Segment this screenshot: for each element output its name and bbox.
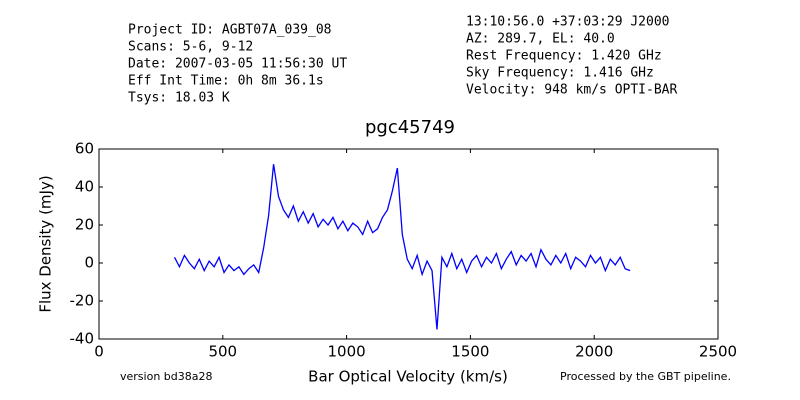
x-tick-label: 1500 bbox=[451, 343, 489, 361]
data-line bbox=[173, 164, 631, 330]
x-tick-label: 0 bbox=[94, 343, 104, 361]
y-axis-label: Flux Density (mJy) bbox=[37, 175, 55, 312]
x-tick-label: 1000 bbox=[328, 343, 366, 361]
x-tick-label: 500 bbox=[208, 343, 237, 361]
y-tick-label: 20 bbox=[75, 216, 94, 234]
y-tick-label: 0 bbox=[84, 254, 94, 272]
x-tick-label: 2000 bbox=[575, 343, 613, 361]
y-tick-label: 60 bbox=[75, 140, 94, 158]
x-tick-label: 2500 bbox=[699, 343, 737, 361]
chart-title: pgc45749 bbox=[365, 117, 455, 138]
y-tick-label: 40 bbox=[75, 178, 94, 196]
info-line: Velocity: 948 km/s OPTI-BAR bbox=[466, 83, 677, 98]
plot-frame bbox=[98, 148, 719, 340]
y-tick-label: -40 bbox=[70, 330, 95, 348]
info-line: Date: 2007-03-05 11:56:30 UT bbox=[128, 57, 347, 72]
info-line: Scans: 5-6, 9-12 bbox=[128, 40, 253, 55]
info-line: 13:10:56.0 +37:03:29 J2000 bbox=[466, 15, 670, 30]
info-line: Rest Frequency: 1.420 GHz bbox=[466, 49, 662, 64]
info-line: Sky Frequency: 1.416 GHz bbox=[466, 66, 654, 81]
info-line: Project ID: AGBT07A_039_08 bbox=[128, 23, 332, 38]
info-line: Eff Int Time: 0h 8m 36.1s bbox=[128, 74, 324, 89]
footer-pipeline: Processed by the GBT pipeline. bbox=[560, 370, 731, 383]
x-axis-label: Bar Optical Velocity (km/s) bbox=[308, 368, 508, 386]
footer-version: version bd38a28 bbox=[120, 370, 213, 383]
info-line: Tsys: 18.03 K bbox=[128, 91, 230, 106]
y-tick-label: -20 bbox=[70, 292, 95, 310]
info-line: AZ: 289.7, EL: 40.0 bbox=[466, 32, 615, 47]
